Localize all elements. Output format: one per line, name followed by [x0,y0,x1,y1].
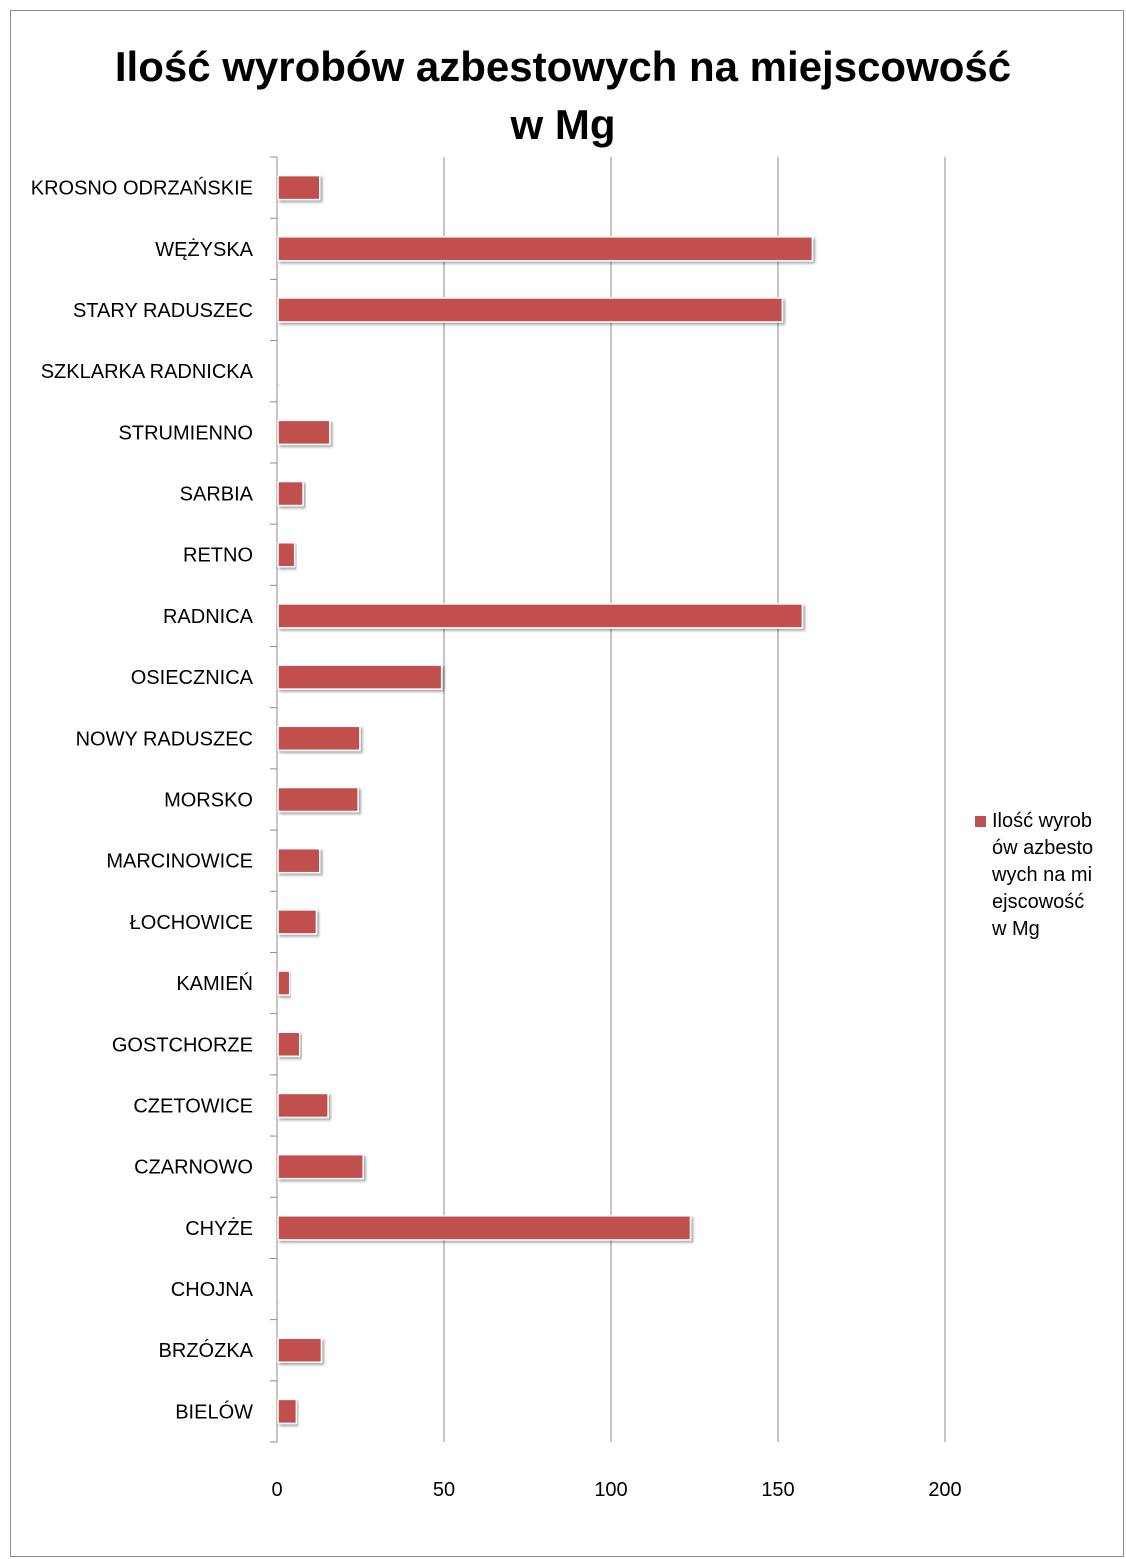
bar [277,358,280,384]
bar [277,786,359,813]
category-labels: KROSNO ODRZAŃSKIE WĘŻYSKA STARY RADUSZEC SZ… [31,177,254,1424]
category-label: RADNICA [163,606,254,628]
category-label: BRZÓZKA [159,1339,254,1362]
category-label: OSIECZNICA [131,667,254,689]
bar [277,1215,692,1241]
category-label: MORSKO [164,790,253,812]
bar [277,1092,329,1119]
bar [277,1031,301,1058]
bar [277,1153,364,1180]
category-label: SARBIA [180,484,254,506]
category-label: WĘŻYSKA [155,238,253,261]
category-label: CHYŻE [185,1217,253,1240]
category-label: STRUMIENNO [119,422,253,444]
bar [277,847,321,874]
bar [277,664,443,690]
bar [277,1398,298,1425]
x-tick-label: 150 [761,1479,794,1501]
bar [277,236,814,262]
bar [277,541,296,568]
category-label: STARY RADUSZEC [73,300,253,322]
y-axis [270,156,278,1443]
category-label: CZETOWICE [133,1095,253,1117]
bar [277,909,318,935]
category-label: KAMIEŃ [176,972,253,995]
x-tick-label: 100 [594,1479,627,1501]
bar [277,480,304,507]
category-label: NOWY RADUSZEC [76,728,253,750]
x-tick-labels: 0 50 100 150 200 [271,1479,961,1501]
category-label: CHOJNA [171,1279,254,1301]
chart-title-line-1: Ilość wyrobów azbestowych na miejscowość [114,43,1012,90]
x-tick-label: 50 [433,1479,455,1501]
chart-title-line-2: w Mg [510,101,616,148]
category-label: ŁOCHOWICE [130,912,253,934]
category-label: GOSTCHORZE [112,1034,253,1056]
bar [277,1276,280,1302]
category-label: CZARNOWO [134,1157,253,1179]
bar [277,1337,323,1363]
x-tick-label: 0 [271,1479,282,1501]
x-tick-label: 200 [928,1479,961,1501]
bars [277,174,814,1425]
chart-frame [10,10,1124,1557]
category-label: RETNO [183,545,253,567]
category-label: BIELÓW [175,1400,253,1423]
category-label: MARCINOWICE [106,851,253,873]
category-label: SZKLARKA RADNICKA [41,361,254,383]
legend-label: Ilość wyrobów azbestowych na miejscowość… [992,810,1094,940]
gridlines [443,157,946,1442]
bar [277,174,321,201]
legend-swatch [975,816,986,827]
chart-title: Ilość wyrobów azbestowych na miejscowość… [0,38,1126,154]
category-label: KROSNO ODRZAŃSKIE [31,177,253,200]
bar [277,297,784,323]
bar [277,603,804,629]
bar [277,970,291,996]
bar [277,419,331,446]
bar [277,725,361,752]
